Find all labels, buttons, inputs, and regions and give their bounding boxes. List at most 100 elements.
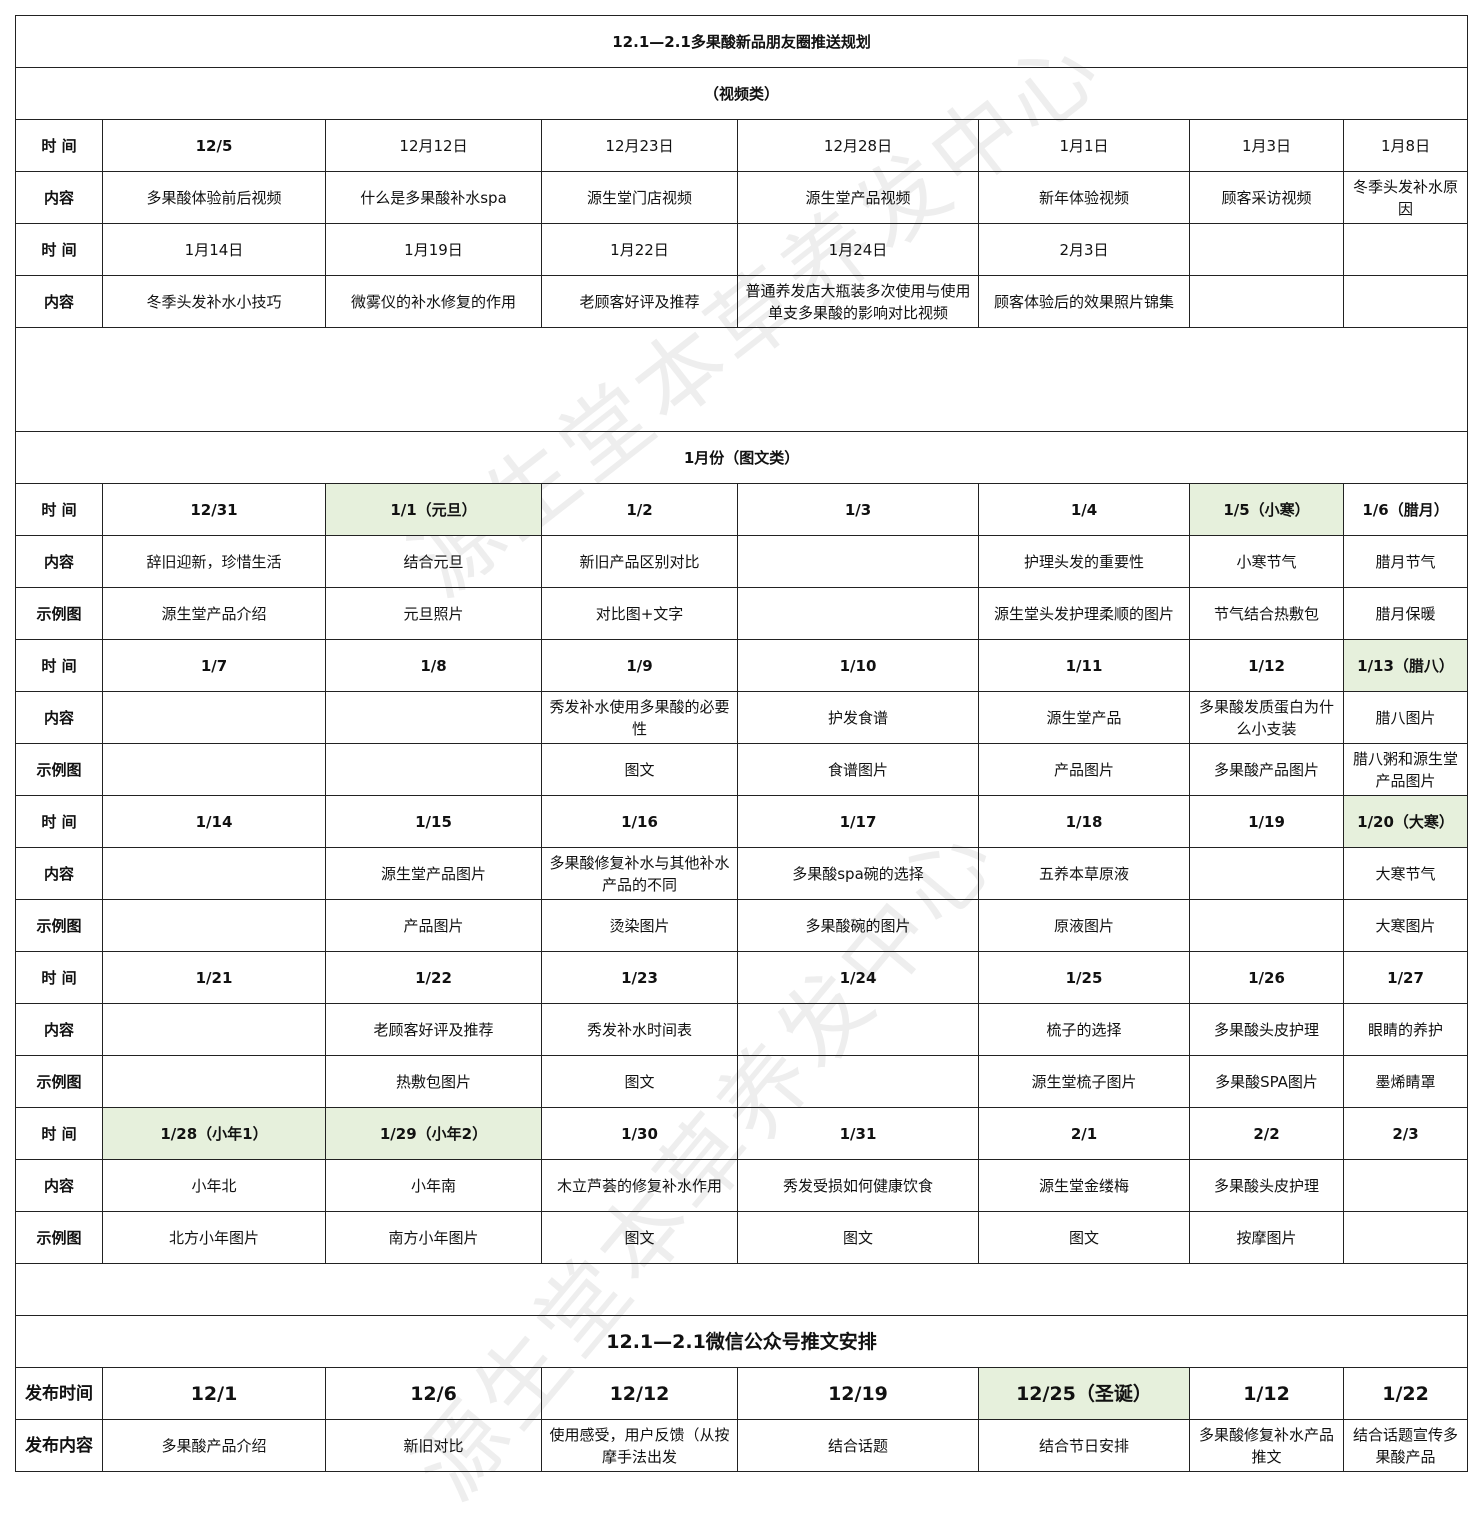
time-cell: 1/12 xyxy=(1189,639,1344,692)
row-label: 发布时间 xyxy=(15,1367,103,1420)
content-row: 内容 小年北 小年南 木立芦荟的修复补水作用 秀发受损如何健康饮食 源生堂金缕梅 多果酸头皮… xyxy=(15,1159,1469,1212)
time-cell xyxy=(1342,223,1469,276)
time-cell: 2/2 xyxy=(1189,1107,1344,1160)
time-row: 时 间 1/14 1/15 1/16 1/17 1/18 1/19 1/20（大寒） xyxy=(15,795,1469,848)
time-cell: 1/11 xyxy=(978,639,1190,692)
content-cell: 大寒节气 xyxy=(1342,847,1469,900)
time-row: 时 间 1/21 1/22 1/23 1/24 1/25 1/26 1/27 xyxy=(15,951,1469,1004)
content-cell: 腊月节气 xyxy=(1342,535,1469,588)
example-cell: 多果酸产品图片 xyxy=(1189,743,1344,796)
content-cell: 冬季头发补水原因 xyxy=(1342,171,1469,224)
row-label: 示例图 xyxy=(15,1055,103,1108)
row-label: 内容 xyxy=(15,691,103,744)
section-heading-video: （视频类） xyxy=(14,67,1469,120)
content-cell xyxy=(1189,275,1344,328)
row-label: 内容 xyxy=(15,847,103,900)
row-label: 内容 xyxy=(15,535,103,588)
content-cell: 多果酸修复补水产品推文 xyxy=(1189,1419,1344,1472)
content-cell: 结合元旦 xyxy=(325,535,542,588)
content-cell: 多果酸体验前后视频 xyxy=(102,171,326,224)
content-cell: 老顾客好评及推荐 xyxy=(325,1003,542,1056)
content-cell: 秀发补水时间表 xyxy=(541,1003,738,1056)
content-row: 内容 冬季头发补水小技巧 微雾仪的补水修复的作用 老顾客好评及推荐 普通养发店大瓶装多次… xyxy=(15,275,1469,328)
wechat-title: 12.1—2.1微信公众号推文安排 xyxy=(14,1315,1469,1368)
time-cell: 1/5（小寒） xyxy=(1189,483,1344,536)
example-cell: 食谱图片 xyxy=(737,743,979,796)
time-cell: 12/6 xyxy=(325,1367,542,1420)
time-cell: 1/23 xyxy=(541,951,738,1004)
content-cell: 五养本草原液 xyxy=(978,847,1190,900)
content-cell: 小寒节气 xyxy=(1189,535,1344,588)
example-cell: 多果酸SPA图片 xyxy=(1189,1055,1344,1108)
time-cell: 1/22 xyxy=(325,951,542,1004)
content-cell xyxy=(737,1003,979,1056)
page-title: 12.1—2.1多果酸新品朋友圈推送规划 xyxy=(14,15,1469,68)
time-cell: 1/29（小年2） xyxy=(325,1107,542,1160)
time-cell: 12月28日 xyxy=(737,119,979,172)
time-cell: 1/27 xyxy=(1342,951,1469,1004)
example-cell: 对比图+文字 xyxy=(541,587,738,640)
time-cell: 2月3日 xyxy=(978,223,1190,276)
content-cell: 顾客采访视频 xyxy=(1189,171,1344,224)
content-cell: 护发食谱 xyxy=(737,691,979,744)
time-cell: 1/26 xyxy=(1189,951,1344,1004)
row-label: 示例图 xyxy=(15,899,103,952)
example-cell: 按摩图片 xyxy=(1189,1211,1344,1264)
example-cell: 节气结合热敷包 xyxy=(1189,587,1344,640)
content-cell: 顾客体验后的效果照片锦集 xyxy=(978,275,1190,328)
example-cell: 腊八粥和源生堂产品图片 xyxy=(1342,743,1469,796)
time-cell: 1/21 xyxy=(102,951,326,1004)
time-row: 时 间 1/28（小年1） 1/29（小年2） 1/30 1/31 2/1 2/2 2/3 xyxy=(15,1107,1469,1160)
time-cell: 1/3 xyxy=(737,483,979,536)
example-cell xyxy=(102,1055,326,1108)
content-row: 内容 源生堂产品图片 多果酸修复补水与其他补水产品的不同 多果酸spa碗的选择 五养本草… xyxy=(15,847,1469,900)
time-cell: 1月3日 xyxy=(1189,119,1344,172)
time-cell: 1月14日 xyxy=(102,223,326,276)
row-label: 时 间 xyxy=(15,223,103,276)
example-cell: 墨烯睛罩 xyxy=(1342,1055,1469,1108)
time-cell: 1/4 xyxy=(978,483,1190,536)
content-cell: 源生堂金缕梅 xyxy=(978,1159,1190,1212)
section-heading-graphic: 1月份（图文类） xyxy=(14,431,1469,484)
content-cell: 多果酸发质蛋白为什么小支装 xyxy=(1189,691,1344,744)
time-cell: 1/9 xyxy=(541,639,738,692)
time-cell: 12/31 xyxy=(102,483,326,536)
example-cell: 元旦照片 xyxy=(325,587,542,640)
content-cell: 秀发补水使用多果酸的必要性 xyxy=(541,691,738,744)
time-cell xyxy=(1189,223,1344,276)
row-label: 时 间 xyxy=(15,795,103,848)
time-cell: 2/1 xyxy=(978,1107,1190,1160)
content-cell: 多果酸修复补水与其他补水产品的不同 xyxy=(541,847,738,900)
example-cell: 多果酸碗的图片 xyxy=(737,899,979,952)
content-row: 内容 老顾客好评及推荐 秀发补水时间表 梳子的选择 多果酸头皮护理 眼睛的养护 xyxy=(15,1003,1469,1056)
time-cell: 1/28（小年1） xyxy=(102,1107,326,1160)
time-cell: 1/22 xyxy=(1342,1367,1469,1420)
example-cell: 图文 xyxy=(541,1211,738,1264)
example-cell: 腊月保暖 xyxy=(1342,587,1469,640)
content-cell: 新旧产品区别对比 xyxy=(541,535,738,588)
example-row: 示例图 图文 食谱图片 产品图片 多果酸产品图片 腊八粥和源生堂产品图片 xyxy=(15,743,1469,796)
content-row: 内容 多果酸体验前后视频 什么是多果酸补水spa 源生堂门店视频 源生堂产品视频 新年体验… xyxy=(15,171,1469,224)
spacer xyxy=(14,1263,1469,1316)
time-cell: 1/30 xyxy=(541,1107,738,1160)
example-cell xyxy=(102,743,326,796)
content-cell: 使用感受，用户反馈（从按摩手法出发 xyxy=(541,1419,738,1472)
time-cell: 1月22日 xyxy=(541,223,738,276)
content-cell xyxy=(102,691,326,744)
row-label: 内容 xyxy=(15,275,103,328)
time-cell: 1/25 xyxy=(978,951,1190,1004)
content-cell: 多果酸头皮护理 xyxy=(1189,1003,1344,1056)
example-row: 示例图 源生堂产品介绍 元旦照片 对比图+文字 源生堂头发护理柔顺的图片 节气结合热敷包腊… xyxy=(15,587,1469,640)
content-cell: 木立芦荟的修复补水作用 xyxy=(541,1159,738,1212)
content-cell: 源生堂产品视频 xyxy=(737,171,979,224)
row-label: 发布内容 xyxy=(15,1419,103,1472)
content-cell: 眼睛的养护 xyxy=(1342,1003,1469,1056)
content-cell: 梳子的选择 xyxy=(978,1003,1190,1056)
example-cell: 原液图片 xyxy=(978,899,1190,952)
content-cell xyxy=(325,691,542,744)
example-row: 示例图 北方小年图片 南方小年图片 图文 图文 图文 按摩图片 xyxy=(15,1211,1469,1264)
row-label: 内容 xyxy=(15,1159,103,1212)
content-cell xyxy=(1342,275,1469,328)
row-label: 时 间 xyxy=(15,483,103,536)
content-cell xyxy=(737,535,979,588)
